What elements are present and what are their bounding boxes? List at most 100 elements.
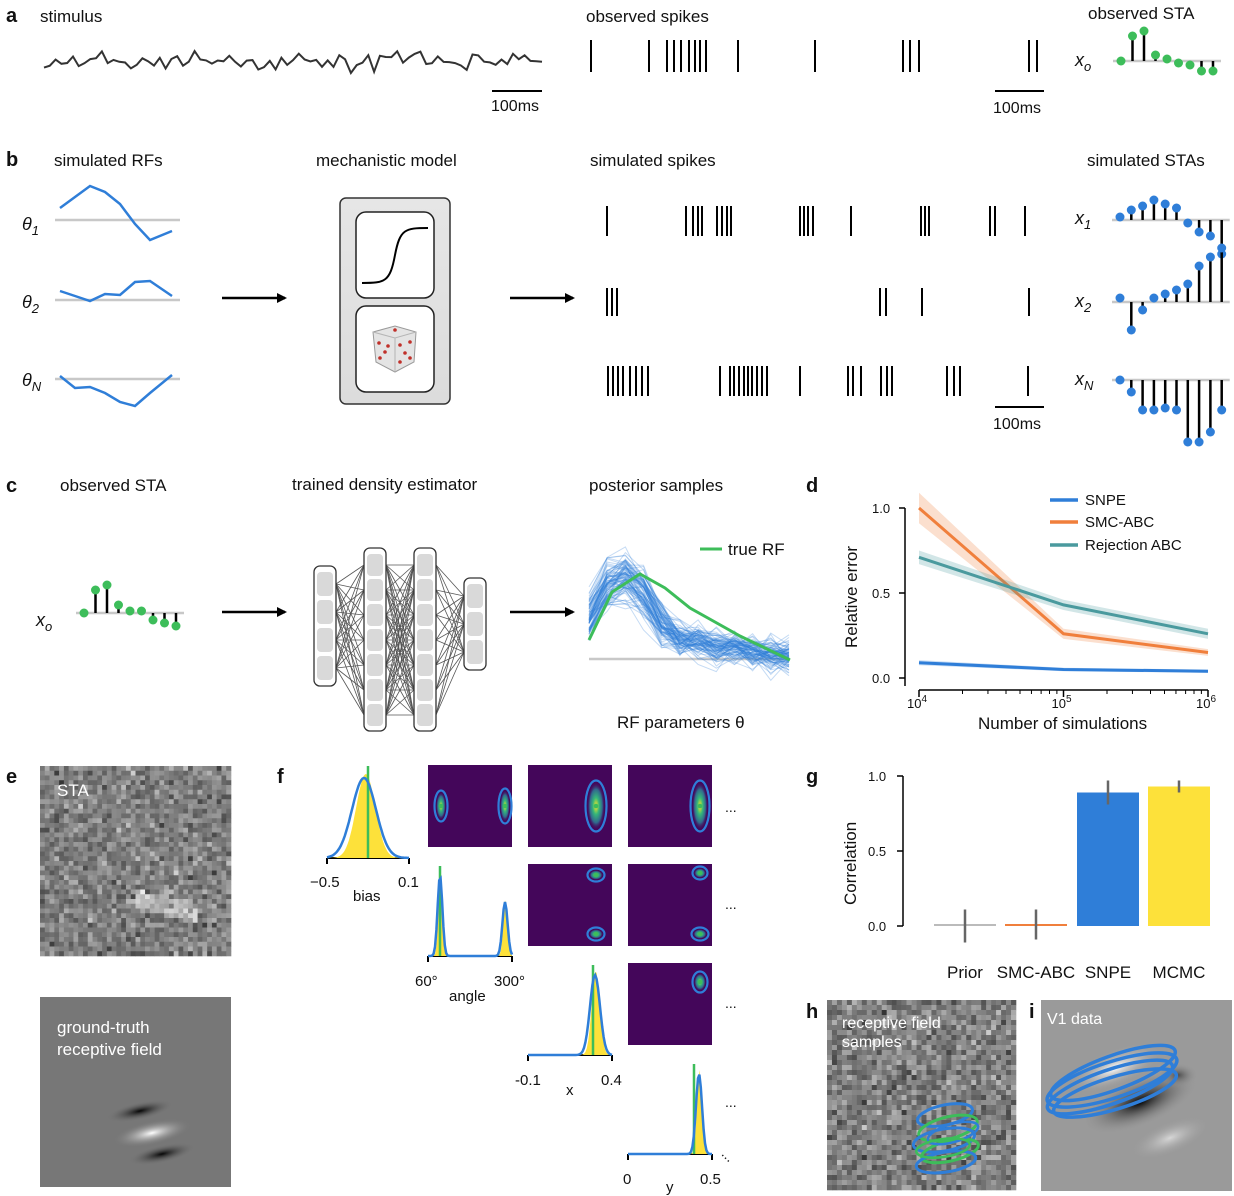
h-pixel bbox=[866, 1090, 873, 1096]
h-pixel bbox=[827, 1095, 833, 1101]
sta-pixel bbox=[164, 941, 170, 947]
sta-pixel bbox=[216, 818, 222, 824]
sta-pixel bbox=[188, 932, 194, 938]
sta-pixel bbox=[226, 951, 232, 957]
sta-pixel bbox=[178, 856, 184, 862]
sta-pixel bbox=[173, 837, 179, 843]
sta-pixel bbox=[207, 837, 213, 843]
h-pixel bbox=[856, 1125, 863, 1131]
sta-pixel bbox=[92, 899, 98, 905]
h-pixel bbox=[891, 1175, 897, 1181]
sta-pixel bbox=[188, 937, 194, 943]
sta-pixel bbox=[87, 766, 93, 772]
sta-pixel bbox=[44, 856, 50, 862]
h-pixel bbox=[981, 1050, 987, 1056]
sta-pixel bbox=[92, 951, 98, 957]
h-pixel bbox=[851, 1170, 858, 1176]
sta-pixel bbox=[125, 884, 132, 890]
sta-pixel bbox=[63, 903, 69, 909]
sta-pixel bbox=[197, 770, 203, 776]
sta-pixel bbox=[130, 842, 136, 848]
h-pixel bbox=[976, 1065, 982, 1071]
sta-pixel bbox=[63, 804, 69, 810]
posterior-sample-74 bbox=[588, 565, 790, 657]
sta-pixel bbox=[192, 837, 198, 843]
h-pixel bbox=[981, 1075, 987, 1081]
sta-pixel bbox=[116, 818, 122, 824]
sta-pixel bbox=[92, 785, 98, 791]
h-pixel bbox=[911, 1015, 917, 1021]
sta-pixel bbox=[68, 875, 74, 881]
sta-pixel bbox=[97, 780, 103, 786]
posterior-sample-77 bbox=[588, 573, 790, 654]
h-pixel bbox=[901, 1165, 907, 1171]
h-pixel bbox=[841, 1050, 848, 1056]
sta-pixel bbox=[145, 941, 151, 947]
posterior-sample-32 bbox=[588, 579, 790, 658]
h-pixel bbox=[896, 1125, 902, 1131]
h-pixel bbox=[901, 1025, 907, 1031]
sta-c-head-5 bbox=[137, 606, 146, 616]
sta-pixel bbox=[188, 846, 194, 852]
h-pixel bbox=[911, 1000, 917, 1006]
h-pixel bbox=[941, 1110, 947, 1116]
h-pixel bbox=[901, 1060, 907, 1066]
h-pixel bbox=[1011, 1175, 1017, 1181]
sta-pixel bbox=[116, 889, 122, 895]
sta-pixel bbox=[149, 884, 155, 890]
h-pixel bbox=[961, 1175, 967, 1181]
sta-pixel bbox=[40, 889, 46, 895]
sta-pixel bbox=[49, 918, 55, 924]
h-pixel bbox=[831, 1145, 838, 1151]
sta-pixel bbox=[116, 827, 122, 833]
h-pixel bbox=[851, 1065, 858, 1071]
sta-pixel bbox=[202, 865, 208, 871]
sta-pixel bbox=[135, 785, 141, 791]
sta-pixel bbox=[116, 808, 122, 814]
sta-pixel bbox=[102, 880, 108, 886]
sta-xN-head-1 bbox=[1126, 387, 1136, 397]
h-pixel bbox=[1011, 1060, 1017, 1066]
h-pixel bbox=[956, 1160, 962, 1166]
sta-pixel bbox=[92, 861, 98, 867]
sta-pixel bbox=[87, 804, 93, 810]
h-pixel bbox=[1011, 1080, 1017, 1086]
h-pixel bbox=[1011, 1020, 1017, 1026]
sta-x1-head-1 bbox=[1126, 205, 1136, 215]
sta-pixel bbox=[73, 865, 79, 871]
sta-pixel bbox=[164, 851, 170, 857]
h-pixel bbox=[966, 1105, 972, 1111]
h-pixel bbox=[891, 1065, 897, 1071]
sta-pixel bbox=[211, 842, 217, 848]
sta-pixel bbox=[130, 799, 136, 805]
h-pixel bbox=[966, 1005, 972, 1011]
nn-edge bbox=[435, 564, 465, 653]
h-pixel bbox=[881, 1185, 887, 1191]
sta-pixel bbox=[159, 851, 165, 857]
h-pixel bbox=[1001, 1060, 1007, 1066]
sta-pixel bbox=[140, 913, 146, 919]
sta-pixel bbox=[59, 880, 65, 886]
h-pixel bbox=[861, 1185, 868, 1191]
h-pixel bbox=[876, 1005, 883, 1011]
sta-pixel bbox=[92, 832, 98, 838]
sta-pixel bbox=[178, 941, 184, 947]
sta-pixel bbox=[221, 780, 227, 786]
sta-pixel bbox=[59, 856, 65, 862]
sta-pixel bbox=[63, 780, 69, 786]
sta-pixel bbox=[154, 770, 160, 776]
h-pixel bbox=[946, 1055, 952, 1061]
sta-pixel bbox=[197, 894, 203, 900]
sta-pixel bbox=[44, 937, 50, 943]
h-pixel bbox=[886, 1070, 892, 1076]
sta-pixel bbox=[92, 932, 98, 938]
sta-a-head-1 bbox=[1128, 31, 1137, 41]
sta-pixel bbox=[226, 889, 232, 895]
h-pixel bbox=[916, 1110, 922, 1116]
sta-pixel bbox=[102, 851, 108, 857]
h-pixel bbox=[921, 1020, 927, 1026]
sta-pixel bbox=[54, 851, 60, 857]
sta-pixel bbox=[202, 823, 208, 829]
h-pixel bbox=[901, 1010, 907, 1016]
sta-pixel bbox=[49, 880, 55, 886]
